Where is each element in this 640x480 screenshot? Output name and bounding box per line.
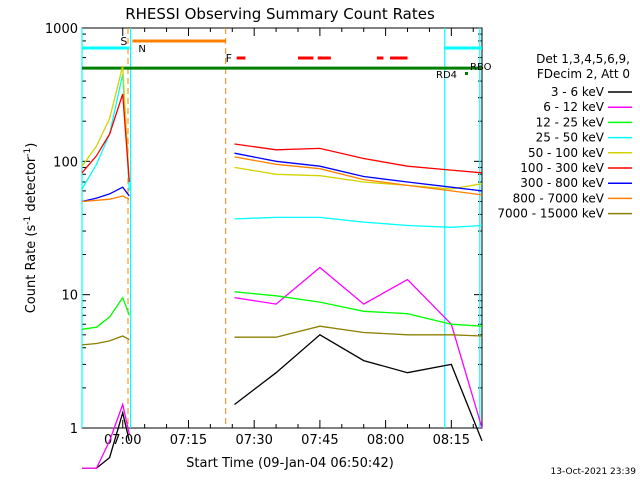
series-line [234, 325, 483, 338]
series-line [234, 152, 483, 192]
series-line [234, 143, 483, 174]
y-axis-label: Count Rate (s-1 detector-1) [23, 143, 39, 314]
legend-label: 12 - 25 keV [536, 115, 605, 129]
flare-label: F [226, 52, 232, 65]
flag-bars: SN F RBO RD4 [82, 35, 492, 81]
legend-header-2: FDecim 2, Att 0 [537, 67, 630, 81]
series-line [234, 291, 483, 327]
legend-label: 50 - 100 keV [528, 146, 605, 160]
y-axis-label-end: ) [24, 143, 39, 148]
series-line [234, 334, 483, 442]
rbo-label: RBO [470, 62, 492, 73]
legend-label: 100 - 300 keV [520, 161, 604, 175]
x-tick-label: 07:30 [235, 433, 272, 448]
y-axis: 1 10 100 1000 [45, 22, 482, 437]
series-line [81, 74, 130, 191]
series-line [234, 156, 483, 196]
x-axis-label: Start Time (09-Jan-04 06:50:42) [186, 456, 394, 471]
series-line [81, 93, 130, 183]
marker-lines [81, 28, 481, 428]
x-tick-label: 08:00 [367, 433, 404, 448]
series-line [234, 166, 483, 190]
legend-label: 6 - 12 keV [543, 100, 605, 114]
series-line [81, 296, 130, 330]
x-tick-label: 07:15 [170, 433, 207, 448]
y-axis-label-main: Count Rate (s [24, 225, 39, 314]
rd4-marker [465, 72, 468, 75]
timestamp: 13-Oct-2021 23:39 [551, 467, 637, 477]
series-line [81, 186, 130, 203]
x-axis: 07:00 07:15 07:30 07:45 08:00 08:15 [104, 28, 474, 448]
rd4-label: RD4 [436, 70, 457, 81]
legend-label: 800 - 7000 keV [513, 191, 605, 205]
x-tick-label: 08:15 [433, 433, 470, 448]
y-tick-label: 100 [53, 155, 78, 170]
legend-header-1: Det 1,3,4,5,6,9, [536, 52, 630, 66]
series-line [234, 216, 483, 228]
night-label: N [138, 44, 145, 55]
series-line [81, 65, 130, 183]
series-line [81, 195, 130, 203]
y-axis-label-sup2: -1 [23, 148, 33, 157]
legend-label: 300 - 800 keV [520, 176, 604, 190]
y-axis-label-mid: detector [24, 156, 39, 216]
y-tick-label: 10 [61, 289, 78, 304]
y-axis-label-sup: -1 [23, 216, 33, 225]
series-line [82, 402, 130, 469]
series-lines [81, 65, 483, 469]
series-line [81, 335, 130, 346]
chart-title: RHESSI Observing Summary Count Rates [125, 5, 435, 23]
legend-label: 3 - 6 keV [551, 85, 605, 99]
legend: Det 1,3,4,5,6,9, FDecim 2, Att 0 3 - 6 k… [497, 52, 632, 221]
saa-label: S [120, 35, 127, 48]
legend-label: 7000 - 15000 keV [497, 207, 604, 221]
legend-label: 25 - 50 keV [536, 131, 605, 145]
y-tick-label: 1 [70, 422, 78, 437]
x-tick-label: 07:45 [301, 433, 338, 448]
y-tick-label: 1000 [45, 22, 78, 37]
